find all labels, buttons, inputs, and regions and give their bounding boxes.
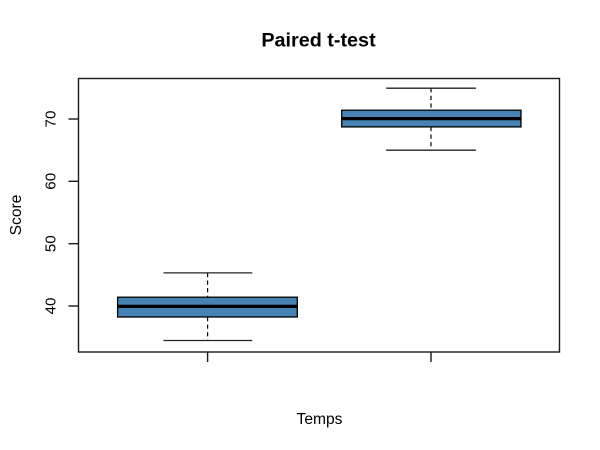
svg-text:Paired t-test: Paired t-test bbox=[261, 30, 376, 52]
svg-text:Temps: Temps bbox=[297, 411, 343, 428]
svg-text:40: 40 bbox=[43, 298, 60, 315]
svg-text:60: 60 bbox=[43, 173, 60, 190]
svg-text:70: 70 bbox=[43, 111, 60, 128]
svg-text:Score: Score bbox=[8, 195, 25, 236]
svg-text:50: 50 bbox=[43, 235, 60, 252]
